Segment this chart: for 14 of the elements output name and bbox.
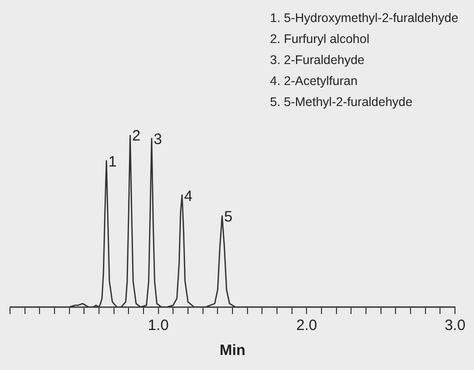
annotation: 3 [154, 131, 162, 148]
annotation: 4 [184, 188, 192, 205]
text: 5. 5-Methyl-2-furaldehyde [270, 94, 414, 111]
annotation: 2 [132, 128, 140, 145]
x-tick-label: 1.0 [148, 317, 169, 334]
annotation: 5 [224, 208, 232, 226]
x-tick-label: 2.0 [296, 317, 318, 334]
x-tick-label: 3.0 [444, 317, 466, 334]
text: 2. Furfuryl alcohol [270, 31, 370, 48]
text: 1. 5-Hydroxymethyl-2-furaldehyde [270, 10, 458, 27]
text: 4. 2-Acetylfuran [270, 73, 359, 90]
annotation: 1 [108, 153, 117, 170]
x-axis-title: Min [220, 342, 246, 360]
text: 3. 2-Furaldehyde [270, 52, 366, 69]
